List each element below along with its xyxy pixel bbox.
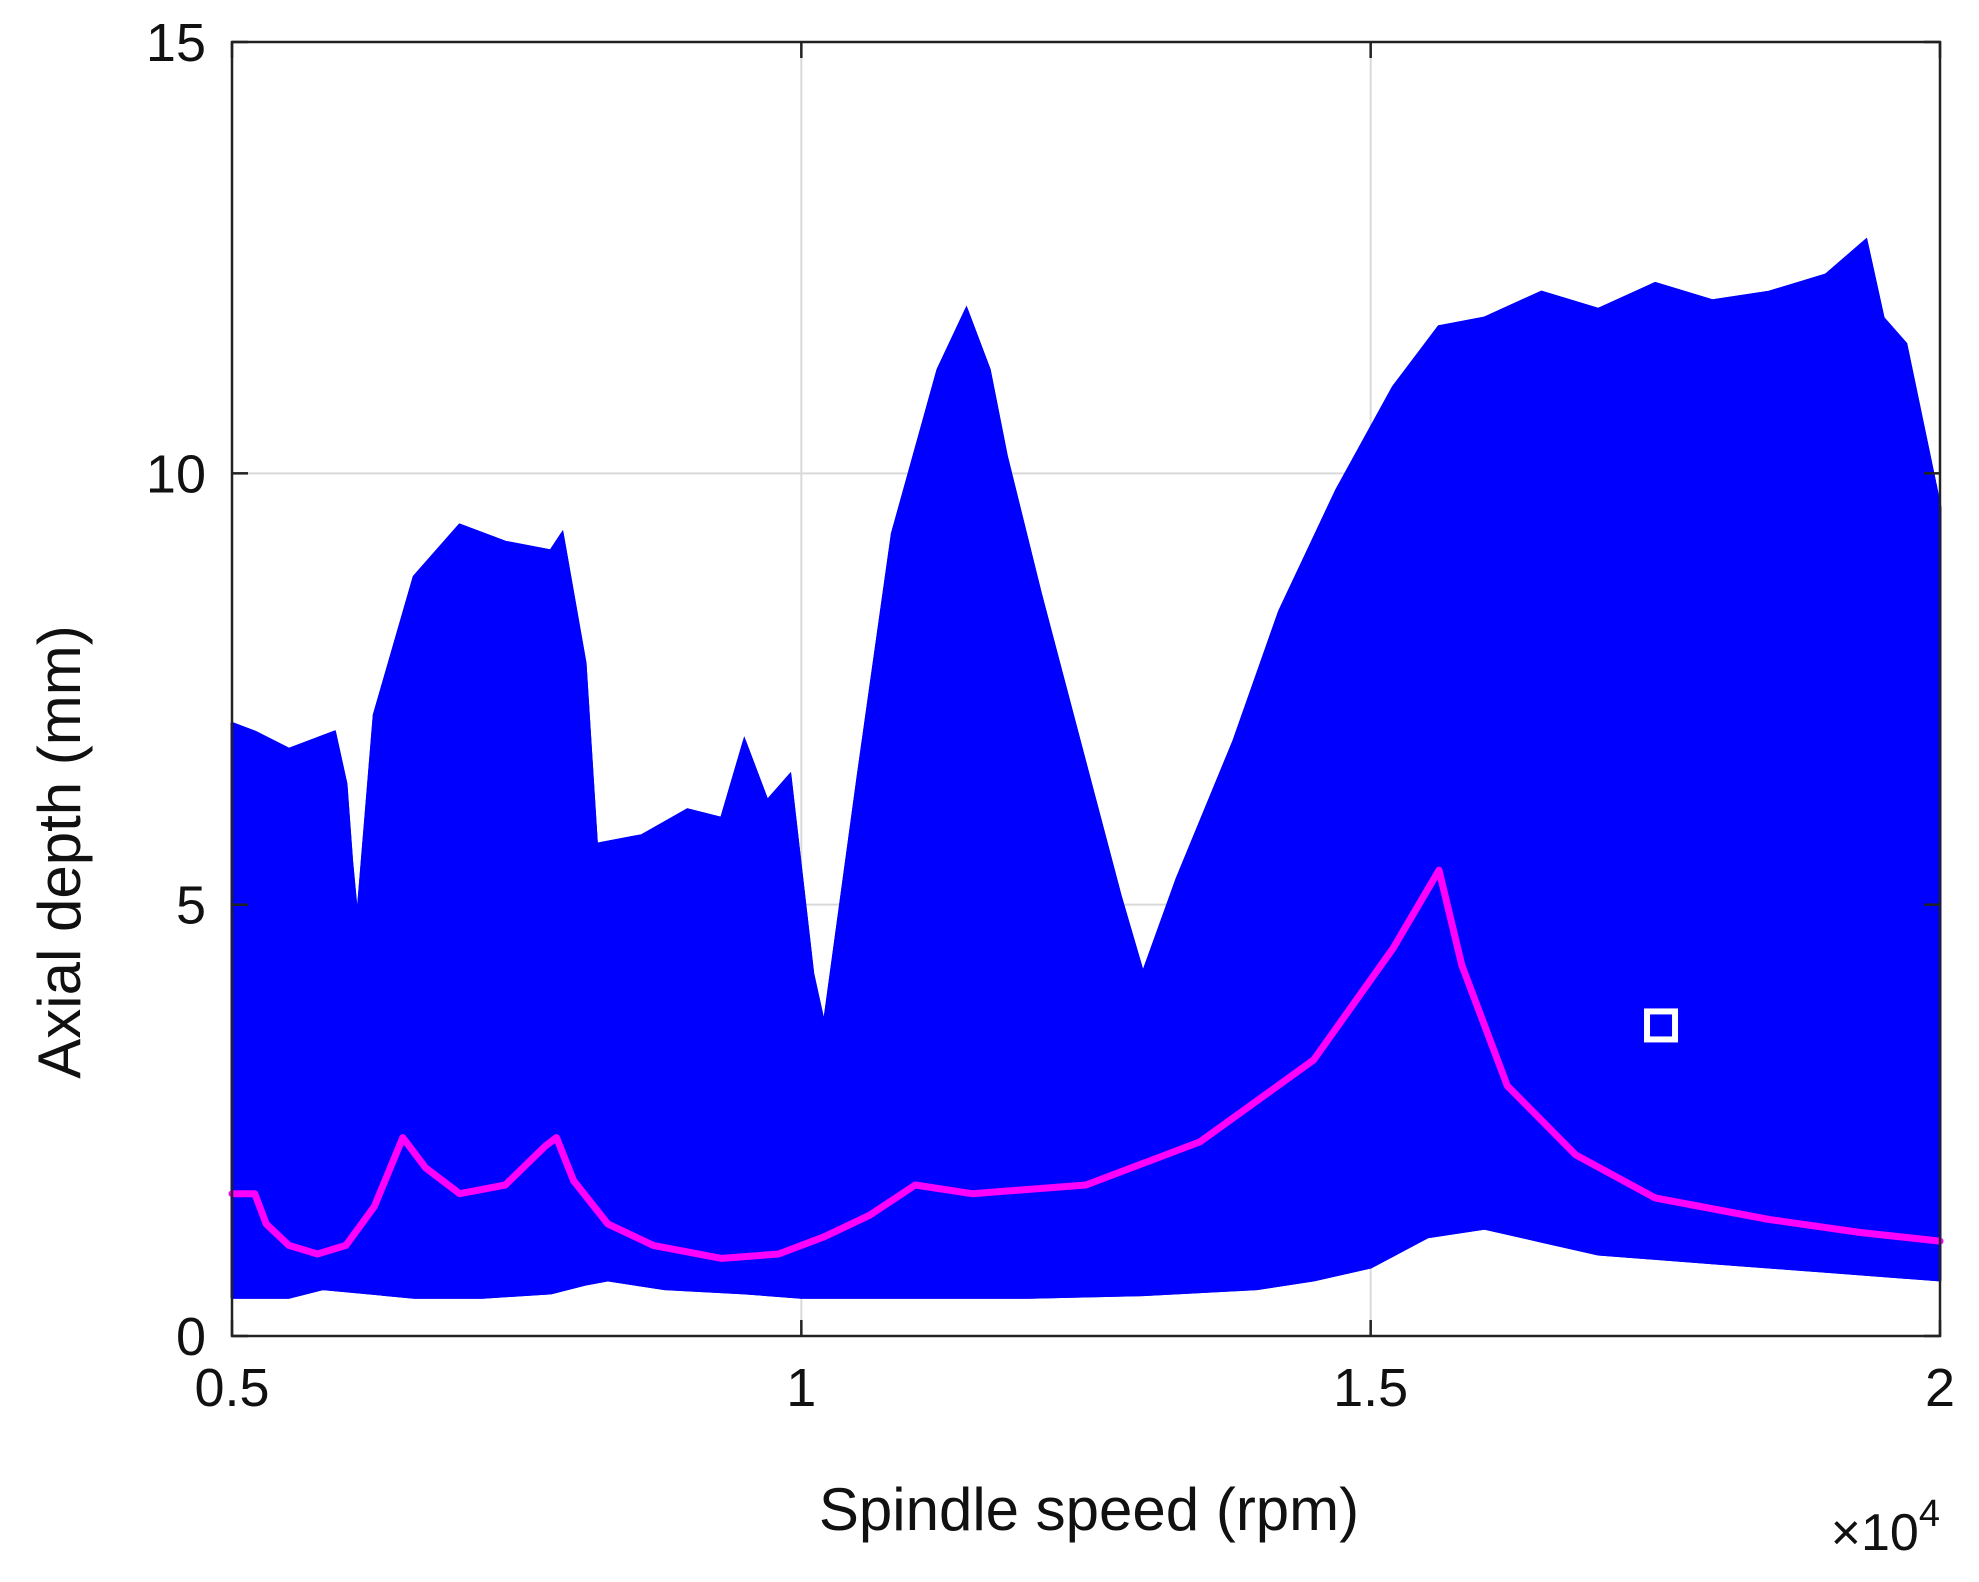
x-tick-label: 0.5 bbox=[194, 1358, 269, 1418]
nominal-boundary-line bbox=[228, 866, 1944, 1262]
x-axis-label: Spindle speed (rpm) bbox=[819, 1476, 1359, 1543]
y-axis-label: Axial depth (mm) bbox=[26, 625, 93, 1078]
operating-point-marker bbox=[1644, 1008, 1679, 1043]
plot-area bbox=[228, 42, 1944, 1336]
lower-envelope-line bbox=[232, 1226, 1941, 1299]
y-tick-label: 10 bbox=[146, 444, 206, 504]
axis-labels: Spindle speed (rpm) Axial depth (mm) ×10… bbox=[26, 625, 1940, 1562]
x-tick-label: 2 bbox=[1925, 1358, 1955, 1418]
x-multiplier-base: ×10 bbox=[1831, 1504, 1919, 1562]
y-tick-label: 5 bbox=[176, 876, 206, 936]
x-multiplier-exponent: 4 bbox=[1919, 1493, 1940, 1535]
axes: 0.5 1 1.5 2 0 5 10 15 bbox=[146, 13, 1955, 1418]
axes-frame bbox=[230, 40, 1942, 1338]
upper-envelope-line bbox=[231, 237, 1942, 1026]
x-multiplier-label: ×104 bbox=[1831, 1493, 1940, 1562]
x-tick-label: 1.5 bbox=[1333, 1358, 1408, 1418]
y-tick-label: 0 bbox=[176, 1307, 206, 1367]
x-tick-label: 1 bbox=[786, 1358, 816, 1418]
y-tick-label: 15 bbox=[146, 13, 206, 73]
